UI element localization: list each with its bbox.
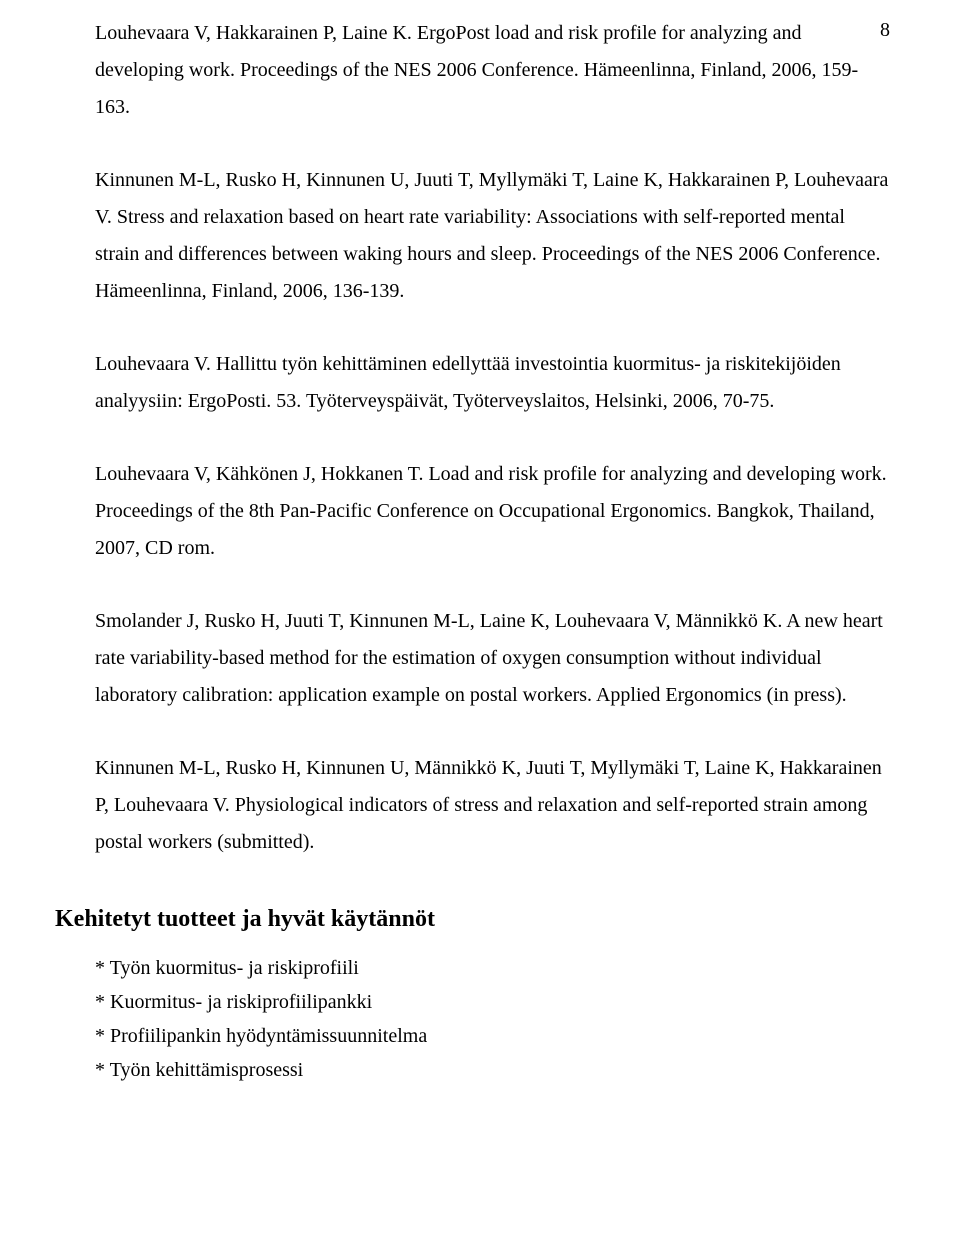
list-item: * Työn kehittämisprosessi xyxy=(95,1053,890,1087)
list-item: * Työn kuormitus- ja riskiprofiili xyxy=(95,951,890,985)
section-heading: Kehitetyt tuotteet ja hyvät käytännöt xyxy=(55,897,890,941)
list-item: * Profiilipankin hyödyntämissuunnitelma xyxy=(95,1019,890,1053)
reference-paragraph: Louhevaara V. Hallittu työn kehittäminen… xyxy=(95,346,890,420)
reference-paragraph: Kinnunen M-L, Rusko H, Kinnunen U, Juuti… xyxy=(95,162,890,310)
reference-paragraph: Smolander J, Rusko H, Juuti T, Kinnunen … xyxy=(95,603,890,714)
reference-paragraph: Louhevaara V, Kähkönen J, Hokkanen T. Lo… xyxy=(95,456,890,567)
page-number: 8 xyxy=(880,12,890,49)
reference-paragraph: Louhevaara V, Hakkarainen P, Laine K. Er… xyxy=(95,15,890,126)
reference-paragraph: Kinnunen M-L, Rusko H, Kinnunen U, Männi… xyxy=(95,750,890,861)
list-item: * Kuormitus- ja riskiprofiilipankki xyxy=(95,985,890,1019)
